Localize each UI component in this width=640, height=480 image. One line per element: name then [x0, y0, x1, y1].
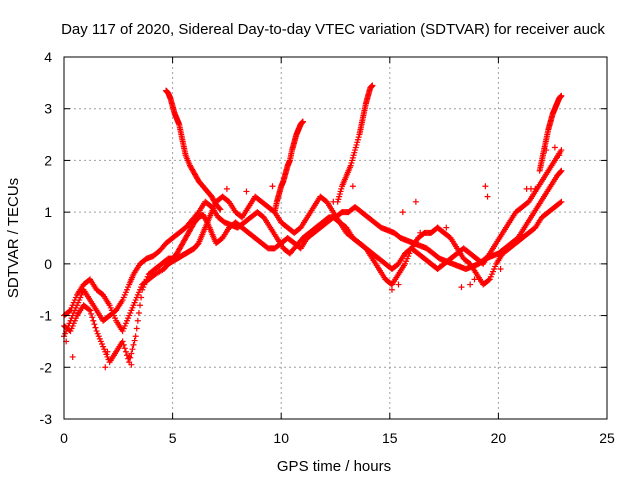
data-point	[216, 205, 223, 212]
data-point	[243, 188, 250, 195]
data-point	[551, 144, 558, 151]
data-point	[85, 306, 92, 313]
data-point	[395, 281, 402, 288]
series-rise-22h	[536, 92, 565, 174]
data-point	[558, 198, 565, 205]
x-tick-label: 10	[273, 430, 289, 446]
data-point	[217, 206, 224, 213]
data-point	[467, 281, 474, 288]
y-tick-label: -1	[40, 308, 53, 324]
data-point	[497, 266, 504, 273]
data-point	[299, 118, 306, 125]
data-point	[557, 168, 564, 175]
data-point	[90, 317, 97, 324]
data-point	[532, 185, 539, 192]
series-descent-5h	[163, 87, 224, 213]
data-point	[128, 361, 135, 368]
y-tick-label: 2	[44, 152, 52, 168]
x-tick-label: 15	[382, 430, 398, 446]
data-point	[349, 183, 356, 190]
x-axis-label: GPS time / hours	[277, 458, 391, 475]
data-points	[61, 82, 565, 371]
data-point	[412, 198, 419, 205]
y-tick-label: 0	[44, 256, 52, 272]
data-point	[66, 308, 73, 315]
data-point	[558, 147, 565, 154]
data-point	[126, 353, 133, 360]
chart-title: Day 117 of 2020, Sidereal Day-to-day VTE…	[61, 21, 605, 38]
plot-frame	[63, 56, 608, 420]
data-point	[443, 224, 450, 231]
data-point	[121, 345, 128, 352]
series-scattered-spikes	[63, 144, 563, 371]
data-point	[135, 309, 142, 316]
data-point	[134, 317, 141, 324]
data-point	[129, 346, 136, 353]
x-tick-label: 20	[491, 430, 507, 446]
data-point	[119, 338, 126, 345]
data-point	[92, 324, 99, 331]
data-point	[556, 152, 563, 159]
data-point	[130, 341, 137, 348]
data-point	[543, 147, 550, 154]
data-point	[558, 92, 565, 99]
data-point	[133, 325, 140, 332]
data-point	[482, 183, 489, 190]
series-trace-b	[61, 198, 565, 366]
y-tick-label: 3	[44, 101, 52, 117]
data-point	[458, 284, 465, 291]
data-point	[131, 337, 138, 344]
data-point	[388, 286, 395, 293]
series-rise-14h	[334, 82, 376, 205]
series-trace-c	[61, 147, 565, 335]
data-point	[91, 321, 98, 328]
data-point	[223, 185, 230, 192]
data-point	[102, 364, 109, 371]
data-point	[89, 314, 96, 321]
data-point	[484, 193, 491, 200]
data-point	[269, 183, 276, 190]
y-tick-label: 1	[44, 204, 52, 220]
y-tick-label: 4	[44, 49, 52, 65]
y-axis-label: SDTVAR / TECUs	[5, 178, 22, 298]
y-tick-label: -3	[40, 411, 53, 427]
data-point	[137, 302, 144, 309]
y-tick-labels: -3 -2 -1 0 1 2 3 4	[40, 49, 53, 427]
data-point	[132, 333, 139, 340]
data-point	[88, 310, 95, 317]
y-tick-label: -2	[40, 359, 53, 375]
data-point	[128, 350, 135, 357]
data-point	[369, 82, 376, 89]
data-point	[330, 198, 337, 205]
data-point	[399, 209, 406, 216]
data-point	[557, 199, 564, 206]
x-tick-label: 0	[60, 430, 68, 446]
series-rise-11h	[271, 118, 306, 216]
data-point	[104, 348, 111, 355]
data-point	[120, 341, 127, 348]
data-point	[485, 277, 492, 284]
data-point	[69, 353, 76, 360]
data-point	[127, 354, 134, 361]
x-tick-label: 25	[599, 430, 615, 446]
data-point	[417, 229, 424, 236]
data-point	[87, 307, 94, 314]
data-point	[122, 348, 129, 355]
data-point	[434, 224, 441, 231]
x-tick-labels: 0 5 10 15 20 25	[60, 430, 615, 446]
data-point	[558, 167, 565, 174]
x-tick-label: 5	[169, 430, 177, 446]
axis-ticks	[63, 56, 608, 420]
data-point	[471, 276, 478, 283]
